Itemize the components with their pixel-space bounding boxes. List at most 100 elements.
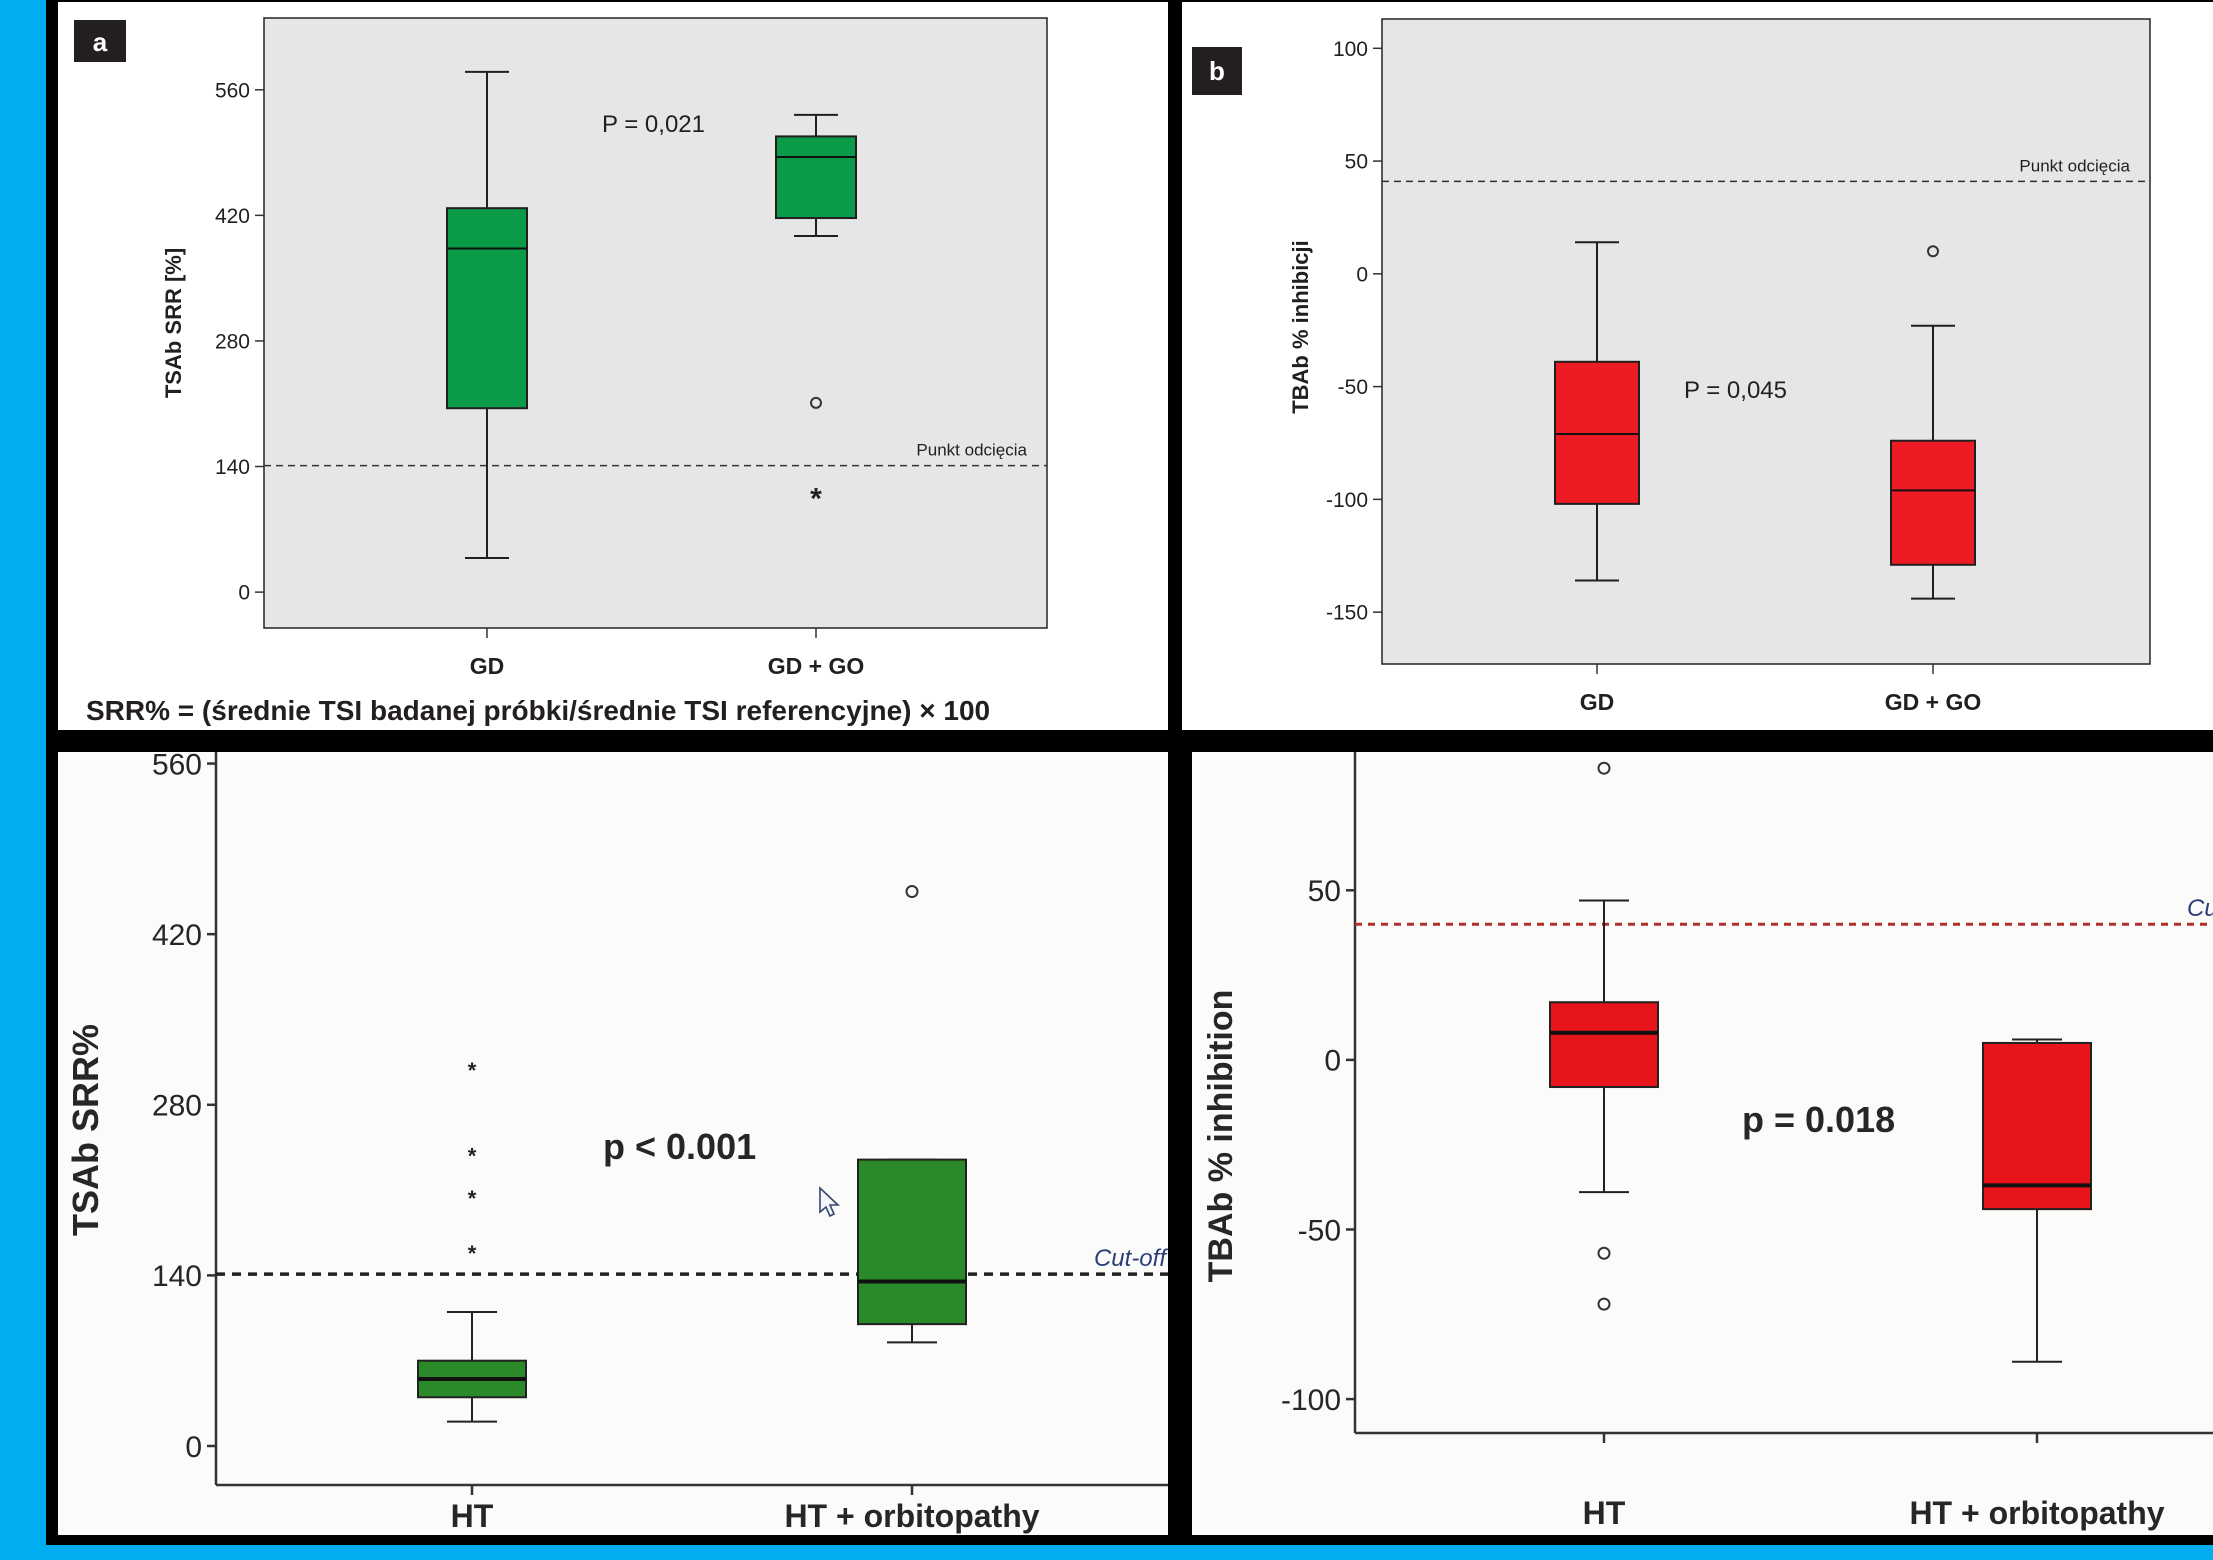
panel-a: 0 140 280 420 560 Punkt odcięcia * GD GD + GO… xyxy=(58,2,1168,730)
y-tick-label: 100 xyxy=(1333,38,1368,61)
y-axis-label: TSAb SRR [%] xyxy=(161,248,186,398)
p-value-annotation: P = 0,021 xyxy=(602,111,705,138)
y-tick-label: 50 xyxy=(1345,151,1368,174)
y-tick-label: 0 xyxy=(1324,1045,1341,1078)
cutoff-label: Punkt odcięcia xyxy=(2019,156,2130,175)
x-ticks: GD GD + GO xyxy=(1580,664,1982,715)
iqr-box xyxy=(1549,1001,1659,1089)
box-2 xyxy=(1890,245,1976,600)
y-tick-label: 50 xyxy=(1308,875,1341,908)
box-1 xyxy=(1549,761,1659,1311)
iqr-box xyxy=(1554,360,1640,505)
outlier-point xyxy=(1597,1297,1611,1311)
extreme-point: * xyxy=(468,1186,477,1211)
y-axis-label: TSAb SRR% xyxy=(65,1024,106,1236)
extreme-point: * xyxy=(468,1058,477,1083)
iqr-box xyxy=(1982,1041,2092,1211)
y-tick-label: 0 xyxy=(185,1431,202,1464)
plot-area xyxy=(263,17,1048,629)
box-1: * * * * xyxy=(417,1058,527,1423)
bottom-border-strip xyxy=(0,1545,2213,1560)
y-tick-label: 140 xyxy=(215,456,250,479)
y-tick-label: -50 xyxy=(1338,376,1368,399)
outlier-point xyxy=(1597,1246,1611,1260)
y-ticks: 0 140 280 420 560 xyxy=(215,79,264,605)
x-tick-label: GD xyxy=(1580,689,1615,715)
cutoff-label: Cut-off xyxy=(1094,1245,1168,1272)
p-value-annotation: p < 0.001 xyxy=(603,1126,756,1167)
panel-b: -150 -100 -50 0 50 100 Punkt odcięcia GD GD + … xyxy=(1182,2,2213,730)
box-2 xyxy=(1982,1038,2092,1363)
y-ticks: 0 140 280 420 560 xyxy=(152,752,1168,1487)
chart-b-svg: -150 -100 -50 0 50 100 Punkt odcięcia GD GD + … xyxy=(1192,18,2151,715)
y-axis-label: TBAb % inhibition xyxy=(1202,990,1240,1283)
cutoff-label: Punkt odcięcia xyxy=(916,441,1027,460)
y-tick-label: -150 xyxy=(1326,602,1368,625)
cutoff-line: Punkt odcięcia xyxy=(264,441,1047,467)
extreme-point: * xyxy=(468,1143,477,1168)
outlier-point xyxy=(1927,245,1939,258)
x-tick-label: HT xyxy=(451,1498,494,1534)
y-tick-label: -100 xyxy=(1326,489,1368,512)
y-tick-label: 0 xyxy=(1356,263,1368,286)
x-tick-label: HT + orbitopathy xyxy=(1909,1495,2164,1531)
boxes: * xyxy=(446,70,857,560)
y-tick-label: 140 xyxy=(152,1260,202,1293)
boxes: * * * * xyxy=(417,885,967,1423)
boxes xyxy=(1554,241,1976,600)
outlier-point xyxy=(905,885,919,899)
x-tick-label: GD + GO xyxy=(768,653,865,679)
panel-label: b xyxy=(1209,56,1225,86)
y-tick-label: 420 xyxy=(152,919,202,952)
y-tick-label: -50 xyxy=(1298,1214,1341,1247)
x-ticks: GD GD + GO xyxy=(470,628,865,679)
panel-label: a xyxy=(93,27,108,57)
outlier-point xyxy=(1597,761,1611,775)
y-tick-label: 280 xyxy=(152,1090,202,1123)
panel-label-bg xyxy=(74,20,126,62)
cutoff-line: Punkt odcięcia xyxy=(1382,156,2150,183)
outlier-point xyxy=(810,396,822,409)
panel-c: 0 140 280 420 560 Cut-off * * * * HT HT + orbito… xyxy=(58,752,1168,1535)
chart-a-svg: 0 140 280 420 560 Punkt odcięcia * GD GD + GO… xyxy=(74,17,1048,726)
iqr-box xyxy=(1890,439,1976,566)
extreme-point: * xyxy=(810,483,822,516)
y-tick-label: 420 xyxy=(215,205,250,228)
box-1 xyxy=(1554,241,1640,582)
chart-c-svg: 0 140 280 420 560 Cut-off * * * * HT HT + orbito… xyxy=(65,752,1168,1534)
left-border-strip xyxy=(0,0,46,1560)
box-2: * xyxy=(775,113,857,516)
box-2 xyxy=(857,885,967,1344)
x-tick-label: HT + orbitopathy xyxy=(784,1498,1039,1534)
iqr-box xyxy=(775,135,857,220)
footnote: SRR% = (średnie TSI badanej próbki/średn… xyxy=(86,695,990,726)
y-ticks: -150 -100 -50 0 50 100 xyxy=(1326,38,1382,625)
x-tick-label: GD xyxy=(470,653,505,679)
y-tick-label: 560 xyxy=(215,79,250,102)
p-value-annotation: P = 0,045 xyxy=(1684,377,1787,404)
iqr-box xyxy=(857,1158,967,1326)
boxes xyxy=(1549,761,2092,1363)
cutoff-line: Cut-off xyxy=(216,1245,1168,1276)
panel-label-bg xyxy=(1192,47,1242,95)
x-ticks: HT HT + orbitopathy xyxy=(451,1485,1040,1534)
plot-area xyxy=(1381,18,2151,665)
y-tick-label: 560 xyxy=(152,752,202,781)
cursor-icon xyxy=(819,1186,841,1218)
p-value-annotation: p = 0.018 xyxy=(1742,1099,1895,1140)
iqr-box xyxy=(446,207,528,410)
y-tick-label: 0 xyxy=(238,582,250,605)
y-tick-label: -100 xyxy=(1281,1384,1341,1417)
cutoff-label: Cu xyxy=(2187,895,2213,922)
x-ticks: HT HT + orbitopathy xyxy=(1583,1433,2165,1531)
y-axis-label: TBAb % inhibicji xyxy=(1288,240,1313,414)
extreme-point: * xyxy=(468,1241,477,1266)
cutoff-line: Cu xyxy=(1355,895,2213,926)
y-tick-label: 280 xyxy=(215,331,250,354)
x-tick-label: GD + GO xyxy=(1885,689,1982,715)
box-1 xyxy=(446,70,528,560)
x-tick-label: HT xyxy=(1583,1495,1626,1531)
